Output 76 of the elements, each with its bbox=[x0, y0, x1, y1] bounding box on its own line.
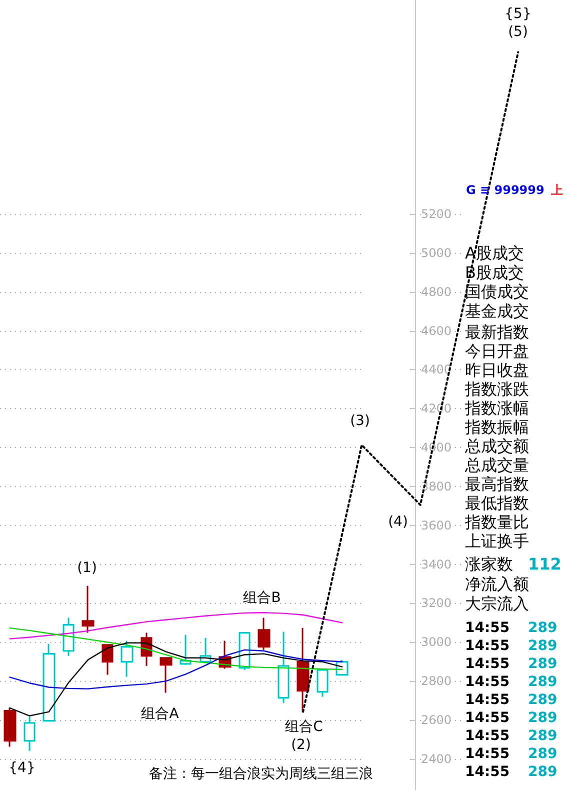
line-series bbox=[9, 612, 343, 640]
annotation: 14:55 bbox=[465, 710, 510, 726]
annotation: 289 bbox=[528, 710, 558, 726]
annotation: 289 bbox=[528, 674, 558, 690]
annotation: 最新指数 bbox=[465, 322, 529, 342]
candlestick bbox=[160, 657, 172, 694]
candlestick bbox=[102, 644, 114, 676]
y-tick-label: 3600 bbox=[421, 518, 452, 532]
annotation: 289 bbox=[528, 638, 558, 654]
annotation: 净流入额 bbox=[465, 574, 529, 594]
candlestick bbox=[278, 631, 290, 704]
annotation: 14:55 bbox=[465, 638, 510, 654]
y-tick-label: 4200 bbox=[421, 402, 452, 416]
annotation: 最高指数 bbox=[465, 474, 529, 494]
annotation: {5} bbox=[504, 6, 532, 22]
annotation: 备注：每一组合浪实为周线三组三浪 bbox=[149, 766, 373, 782]
annotation: 组合A bbox=[141, 706, 180, 722]
annotation: 14:55 bbox=[465, 656, 510, 672]
y-tick-label: 4800 bbox=[421, 284, 452, 299]
y-tick-label: 3000 bbox=[421, 635, 452, 650]
annotation: 涨家数 bbox=[465, 554, 513, 574]
candlestick bbox=[296, 627, 310, 713]
annotation: 上证换手 bbox=[465, 532, 529, 550]
annotation: (5) bbox=[508, 24, 528, 40]
candlestick bbox=[24, 716, 36, 752]
annotation: 上 bbox=[550, 183, 563, 197]
annotation: 今日开盘 bbox=[465, 342, 529, 360]
annotation: (3) bbox=[350, 413, 370, 429]
annotation: 组合C bbox=[285, 719, 324, 735]
annotation: 289 bbox=[528, 728, 558, 744]
annotation: 14:55 bbox=[465, 692, 510, 708]
candlestick bbox=[4, 707, 16, 748]
candlestick bbox=[316, 669, 328, 698]
candlestick bbox=[42, 643, 56, 722]
annotation: {4} bbox=[8, 760, 36, 776]
annotation: 289 bbox=[528, 746, 558, 762]
annotation: 14:55 bbox=[465, 728, 510, 744]
annotation: 总成交量 bbox=[464, 456, 529, 474]
annotation: G ≡ 999999 bbox=[466, 183, 544, 197]
annotation: 指数涨幅 bbox=[464, 398, 529, 418]
y-tick-label: 4600 bbox=[421, 324, 452, 338]
annotation: 289 bbox=[528, 620, 558, 636]
annotation: (2) bbox=[291, 737, 311, 753]
y-tick-label: 2400 bbox=[421, 752, 452, 766]
y-tick-label: 3200 bbox=[421, 596, 452, 610]
y-tick-label: 5200 bbox=[421, 207, 452, 222]
annotation: 289 bbox=[528, 764, 558, 780]
candlestick bbox=[120, 640, 134, 678]
annotation: 14:55 bbox=[465, 674, 510, 690]
annotation: 大宗流入 bbox=[465, 594, 529, 613]
candlestick bbox=[180, 634, 192, 666]
annotation: (1) bbox=[77, 560, 97, 576]
annotation: 112 bbox=[528, 554, 562, 574]
candlestick bbox=[258, 617, 270, 651]
candlestick bbox=[62, 617, 74, 657]
annotation: 289 bbox=[528, 692, 558, 708]
annotation: 指数涨跌 bbox=[464, 380, 529, 398]
y-tick-label: 2800 bbox=[421, 674, 452, 688]
line-series bbox=[9, 627, 343, 670]
annotation: (4) bbox=[388, 514, 408, 530]
annotation: 最低指数 bbox=[465, 494, 529, 512]
y-tick-label: 2600 bbox=[421, 712, 452, 727]
candlestick bbox=[82, 585, 94, 634]
annotation: 昨日收盘 bbox=[465, 360, 529, 380]
annotation: 14:55 bbox=[465, 746, 510, 762]
annotation: 14:55 bbox=[465, 620, 510, 636]
annotation: 289 bbox=[528, 656, 558, 672]
line-series bbox=[9, 649, 343, 690]
annotation: 指数振幅 bbox=[464, 418, 529, 436]
y-tick-label: 5000 bbox=[421, 246, 452, 260]
annotation: 组合B bbox=[243, 590, 281, 606]
annotation: 基金成交 bbox=[465, 301, 529, 320]
y-tick-label: 3400 bbox=[421, 557, 452, 572]
annotation: 指数量比 bbox=[464, 512, 529, 532]
annotation: 14:55 bbox=[465, 764, 510, 780]
annotation: 总成交额 bbox=[464, 436, 529, 456]
